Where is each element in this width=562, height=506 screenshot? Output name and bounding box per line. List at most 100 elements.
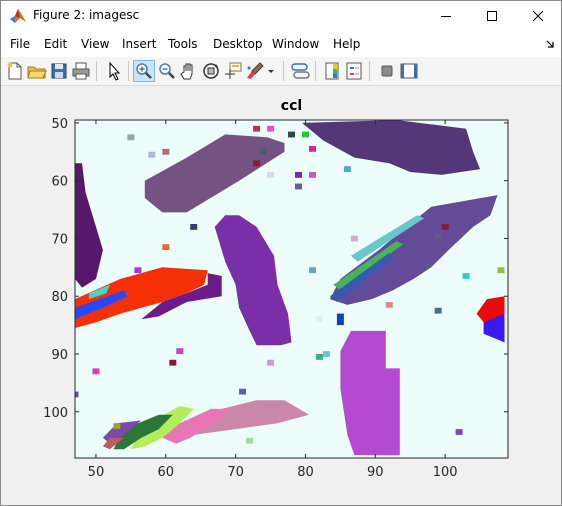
menu-file[interactable]: File: [10, 37, 31, 51]
save-button[interactable]: [48, 60, 70, 82]
label-pixel-29: [315, 316, 323, 323]
zoom-out-button[interactable]: [156, 60, 178, 82]
label-pixel-41: [343, 380, 351, 386]
toolbar-separator: [96, 61, 97, 81]
label-region-2: [302, 120, 481, 175]
label-pixel-22: [309, 267, 316, 274]
open-file-button[interactable]: [26, 60, 48, 82]
menu-desktop[interactable]: Desktop: [213, 37, 263, 51]
y-tick-label: 100: [43, 406, 68, 421]
window-title: Figure 2: imagesc: [33, 8, 140, 22]
y-axis: 50 60 70 80 90 100: [43, 117, 508, 421]
toolbar-separator: [128, 61, 129, 81]
label-region-18: [476, 296, 505, 323]
insert-legend-button[interactable]: [343, 60, 365, 82]
pan-button[interactable]: [178, 60, 200, 82]
label-region-20: [333, 241, 404, 291]
brush-dropdown-button[interactable]: [265, 60, 277, 82]
label-region-19: [350, 215, 425, 262]
zoom-in-icon: [136, 63, 152, 79]
toolbar-separator: [369, 61, 370, 81]
image-pixels: [75, 125, 505, 444]
pointer-button[interactable]: [102, 60, 124, 82]
y-tick-label: 50: [51, 117, 68, 132]
print-icon: [72, 62, 90, 80]
label-pixel-25: [385, 302, 393, 308]
close-button[interactable]: [515, 1, 561, 31]
label-pixel-20: [162, 244, 170, 250]
label-pixel-18: [434, 232, 442, 239]
label-pixel-13: [309, 172, 316, 178]
label-region-3: [75, 163, 103, 288]
menu-insert[interactable]: Insert: [122, 37, 157, 51]
label-region-4: [214, 215, 292, 346]
pan-hand-icon: [180, 63, 193, 80]
label-pixel-39: [246, 437, 254, 444]
label-pixel-1: [127, 134, 135, 141]
image-regions: [75, 120, 505, 456]
link-plot-button[interactable]: [289, 60, 311, 82]
label-region-1: [144, 134, 285, 213]
label-region-10: [162, 408, 233, 444]
label-region-7: [141, 273, 222, 320]
label-pixel-38: [455, 429, 463, 435]
label-pixel-24: [497, 267, 505, 274]
image-plot[interactable]: 50 60 70 80 90 100 50 60 70 80 90 100 ccl: [1, 86, 561, 505]
brush-button[interactable]: [244, 60, 266, 82]
hide-plot-tools-icon: [381, 65, 393, 77]
label-region-21: [329, 252, 393, 302]
label-pixel-17: [441, 224, 449, 230]
label-pixel-34: [267, 359, 275, 366]
menu-help[interactable]: Help: [333, 37, 361, 51]
label-pixel-40: [113, 423, 121, 430]
maximize-button[interactable]: [469, 1, 515, 31]
rotate-button[interactable]: [200, 60, 222, 82]
label-pixel-5: [267, 125, 275, 132]
label-pixel-2: [148, 151, 156, 158]
minimize-button[interactable]: [423, 1, 469, 31]
new-figure-button[interactable]: [4, 60, 26, 82]
y-tick-label: 80: [51, 290, 68, 305]
insert-colorbar-button[interactable]: [321, 60, 343, 82]
print-button[interactable]: [70, 60, 92, 82]
x-tick-label: 100: [433, 465, 458, 480]
save-icon: [51, 63, 67, 79]
matlab-logo-icon: [10, 9, 26, 23]
label-region-16: [89, 284, 110, 300]
new-figure-icon: [7, 62, 22, 80]
x-tick-label: 50: [88, 465, 105, 480]
label-pixel-35: [315, 354, 323, 360]
label-pixel-19: [350, 235, 358, 242]
label-pixel-27: [336, 313, 344, 320]
dock-arrow-icon[interactable]: [545, 39, 555, 49]
label-pixel-30: [322, 351, 330, 357]
label-pixel-12: [295, 172, 302, 178]
label-pixel-8: [309, 146, 316, 152]
x-tick-label: 90: [367, 465, 384, 480]
label-pixel-28: [336, 319, 344, 326]
menu-view[interactable]: View: [81, 37, 110, 51]
label-pixel-21: [134, 267, 142, 274]
menu-edit[interactable]: Edit: [44, 37, 68, 51]
zoom-out-icon: [159, 63, 175, 79]
label-region-8: [340, 330, 400, 456]
data-cursor-icon: [225, 62, 242, 79]
hide-plot-tools-button[interactable]: [376, 60, 398, 82]
label-region-15: [75, 290, 128, 320]
menu-window[interactable]: Window: [272, 37, 320, 51]
label-pixel-33: [92, 368, 100, 375]
y-tick-label: 60: [51, 175, 68, 190]
show-plot-tools-button[interactable]: [398, 60, 420, 82]
label-region-14: [102, 437, 124, 450]
title-bar[interactable]: Figure 2: imagesc: [1, 1, 561, 31]
open-file-icon: [27, 66, 47, 79]
menu-tools[interactable]: Tools: [168, 37, 198, 51]
axes-title: ccl: [281, 98, 302, 114]
label-pixel-11: [267, 172, 275, 178]
figure-canvas: 50 60 70 80 90 100 50 60 70 80 90 100 ccl: [1, 86, 561, 505]
brush-icon: [247, 62, 264, 79]
data-cursor-button[interactable]: [222, 60, 244, 82]
label-pixel-37: [75, 391, 79, 398]
zoom-in-button[interactable]: [133, 60, 155, 82]
